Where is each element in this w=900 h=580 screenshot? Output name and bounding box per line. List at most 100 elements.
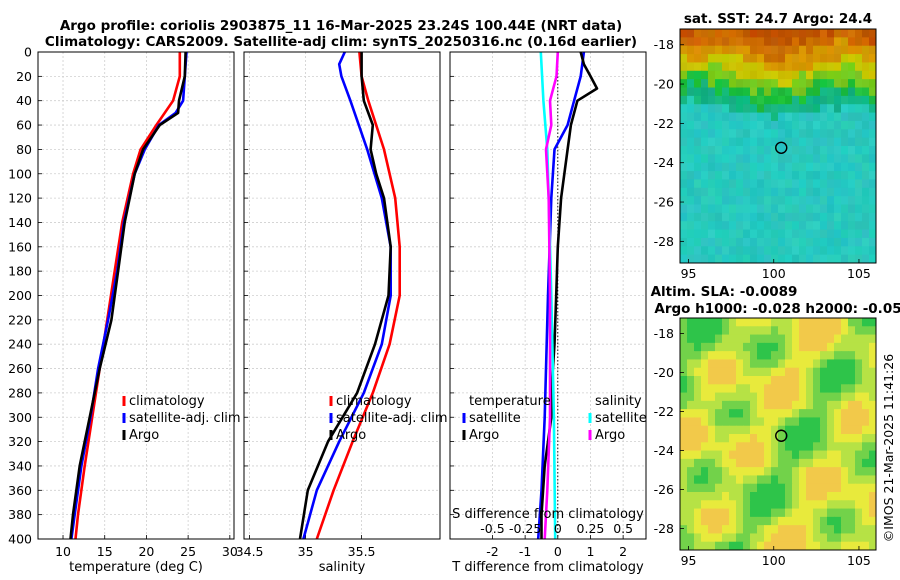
heatmap-cell: [834, 384, 842, 394]
heatmap-cell: [827, 334, 835, 344]
heatmap-cell: [757, 87, 765, 97]
heatmap-cell: [694, 254, 702, 264]
heatmap-cell: [722, 187, 730, 197]
series-t-satellite: [536, 51, 586, 540]
heatmap-cell: [806, 87, 814, 97]
heatmap-cell: [757, 254, 765, 264]
heatmap-cell: [862, 29, 870, 38]
heatmap-cell: [722, 137, 730, 147]
x-tick-label: -2: [486, 544, 498, 559]
heatmap-cell: [848, 541, 856, 551]
heatmap-cell: [834, 475, 842, 485]
heatmap-cell: [869, 246, 877, 256]
heatmap-cell: [743, 187, 751, 197]
heatmap-cell: [701, 508, 709, 518]
heatmap-cell: [771, 246, 779, 256]
heatmap-cell: [778, 179, 786, 189]
heatmap-cell: [764, 500, 772, 510]
heatmap-cell: [820, 318, 828, 327]
heatmap-cell: [778, 45, 786, 55]
heatmap-cell: [715, 450, 723, 460]
heatmap-cell: [869, 54, 877, 63]
heatmap-cell: [855, 492, 863, 501]
heatmap-cell: [848, 146, 856, 155]
heatmap-cell: [722, 37, 730, 47]
depth-tick-label: 400: [8, 532, 32, 547]
heatmap-cell: [820, 79, 828, 88]
heatmap-cell: [799, 221, 807, 231]
heatmap-cell: [848, 492, 856, 501]
heatmap-cell: [757, 237, 765, 247]
heatmap-cell: [869, 458, 877, 468]
heatmap-cell: [834, 171, 842, 180]
heatmap-cell: [841, 229, 849, 239]
x-tick-label: 35.5: [348, 544, 376, 559]
heatmap-cell: [834, 450, 842, 460]
heatmap-cell: [778, 367, 786, 377]
heatmap-cell: [764, 79, 772, 88]
heatmap-cell: [820, 384, 828, 394]
heatmap-cell: [729, 376, 737, 385]
heatmap-cell: [722, 229, 730, 239]
heatmap-cell: [701, 29, 709, 38]
heatmap-cell: [855, 334, 863, 344]
heatmap-cell: [701, 483, 709, 493]
heatmap-cell: [806, 425, 814, 435]
heatmap-cell: [869, 112, 877, 122]
heatmap-cell: [764, 212, 772, 222]
heatmap-cell: [729, 129, 737, 139]
heatmap-cell: [771, 95, 779, 105]
heatmap-cell: [722, 221, 730, 231]
heatmap-cell: [834, 54, 842, 63]
heatmap-cell: [827, 351, 835, 360]
heatmap-cell: [820, 492, 828, 501]
heatmap-cell: [722, 112, 730, 122]
heatmap-cell: [680, 483, 688, 493]
heatmap-cell: [785, 450, 793, 460]
heatmap-cell: [827, 179, 835, 189]
heatmap-cell: [855, 384, 863, 394]
heatmap-cell: [736, 500, 744, 510]
lat-tick-label: -20: [654, 77, 674, 92]
heatmap-cell: [701, 162, 709, 172]
heatmap-cell: [792, 237, 800, 247]
heatmap-cell: [680, 37, 688, 47]
sst-map-tick-labels: 95 100 105-18-20-22-24-26-28: [654, 37, 871, 281]
heatmap-cell: [687, 54, 695, 63]
heatmap-cell: [869, 334, 877, 344]
heatmap-cell: [827, 442, 835, 452]
heatmap-cell: [778, 120, 786, 130]
legend-argo: Argo: [129, 428, 159, 443]
heatmap-cell: [841, 425, 849, 435]
heatmap-cell: [736, 79, 744, 88]
heatmap-cell: [680, 254, 688, 264]
heatmap-cell: [715, 417, 723, 427]
heatmap-cell: [834, 442, 842, 452]
heatmap-cell: [729, 525, 737, 534]
heatmap-cell: [813, 384, 821, 394]
heatmap-cell: [722, 525, 730, 534]
lat-tick-label: -18: [654, 37, 674, 52]
heatmap-cell: [799, 246, 807, 256]
legend-s-satellite: satellite: [595, 411, 647, 426]
heatmap-cell: [757, 318, 765, 327]
heatmap-cell: [785, 384, 793, 394]
heatmap-cell: [764, 376, 772, 385]
depth-tick-label: 280: [8, 385, 32, 400]
heatmap-cell: [722, 475, 730, 485]
depth-tick-label: 320: [8, 434, 32, 449]
heatmap-cell: [694, 221, 702, 231]
heatmap-cell: [750, 492, 758, 501]
heatmap-cell: [701, 359, 709, 369]
heatmap-cell: [687, 120, 695, 130]
heatmap-cell: [757, 187, 765, 197]
heatmap-cell: [855, 104, 863, 114]
heatmap-cell: [862, 533, 870, 543]
heatmap-cell: [848, 417, 856, 427]
heatmap-cell: [778, 326, 786, 336]
depth-tick-label: 80: [16, 142, 32, 157]
heatmap-cell: [715, 318, 723, 327]
heatmap-cell: [729, 392, 737, 402]
heatmap-cell: [792, 442, 800, 452]
